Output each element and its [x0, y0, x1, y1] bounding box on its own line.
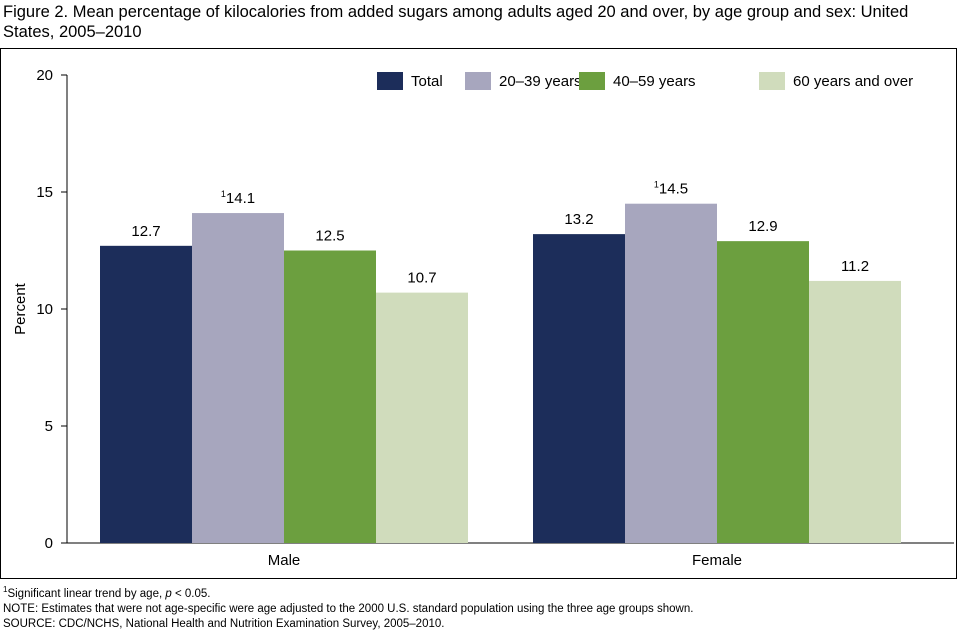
- data-label: 10.7: [407, 270, 436, 287]
- x-category-label: Female: [692, 552, 742, 569]
- data-label-value: 14.5: [659, 181, 688, 198]
- data-label-value: 14.1: [226, 190, 255, 207]
- footnote-trend: 1Significant linear trend by age, p < 0.…: [3, 585, 211, 601]
- legend-swatch: [377, 72, 403, 90]
- bar: [100, 245, 192, 543]
- data-label: 12.9: [748, 218, 777, 235]
- data-label: 13.2: [564, 211, 593, 228]
- legend-label: 20–39 years: [499, 73, 582, 90]
- bar-chart: 05101520Percent12.7114.112.510.7Male13.2…: [12, 67, 954, 569]
- footnote-mark: 1: [3, 585, 8, 595]
- figure-title: Figure 2. Mean percentage of kilocalorie…: [3, 3, 909, 41]
- footnote-source: SOURCE: CDC/NCHS, National Health and Nu…: [3, 618, 445, 630]
- y-tick-label: 15: [36, 184, 53, 201]
- bar: [533, 234, 625, 543]
- y-axis-title: Percent: [12, 282, 29, 335]
- y-tick-label: 10: [36, 301, 53, 318]
- bar: [809, 280, 901, 543]
- footnote-note: NOTE: Estimates that were not age-specif…: [3, 603, 694, 615]
- bar: [192, 213, 284, 543]
- legend-swatch: [465, 72, 491, 90]
- x-category-label: Male: [268, 552, 301, 569]
- bar: [625, 203, 717, 543]
- legend-label: Total: [411, 73, 443, 90]
- y-tick-label: 20: [36, 67, 53, 84]
- legend-label: 60 years and over: [793, 73, 913, 90]
- data-label-footnote-mark: 1: [221, 189, 226, 199]
- data-label: 12.5: [315, 228, 344, 245]
- footnote-text: Significant linear trend by age,: [7, 588, 166, 600]
- data-label: 12.7: [131, 223, 160, 240]
- footnote-p: p: [165, 588, 172, 600]
- bar: [376, 292, 468, 543]
- y-tick-label: 5: [45, 418, 53, 435]
- data-label: 11.2: [841, 258, 869, 275]
- y-tick-label: 0: [45, 535, 53, 552]
- legend-label: 40–59 years: [613, 73, 696, 90]
- data-label: 114.5: [654, 180, 688, 198]
- data-label: 114.1: [221, 189, 255, 207]
- legend-swatch: [759, 72, 785, 90]
- footnote-rest: < 0.05.: [171, 588, 211, 600]
- bar: [284, 250, 376, 543]
- legend-swatch: [579, 72, 605, 90]
- data-label-footnote-mark: 1: [654, 180, 659, 190]
- chart-frame: 0 5 10 15 20 Percent 12.7 114.1 12.5 10.7 Male 13.2…: [0, 48, 957, 579]
- bar: [717, 241, 809, 543]
